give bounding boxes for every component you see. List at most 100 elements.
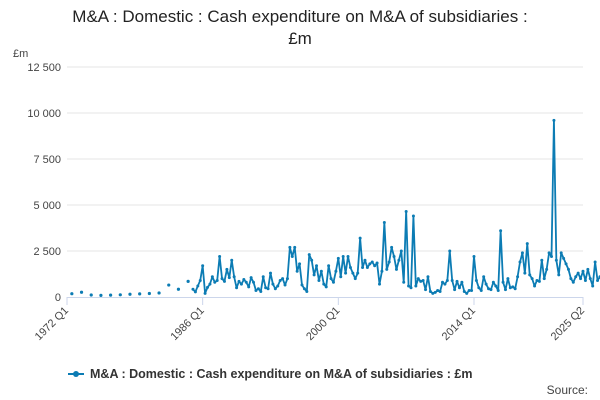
data-point xyxy=(336,256,340,260)
data-point xyxy=(477,286,481,290)
data-point xyxy=(394,267,398,271)
data-point xyxy=(237,279,241,283)
data-point xyxy=(564,262,568,266)
data-point xyxy=(462,289,466,293)
data-point xyxy=(540,258,544,262)
data-point xyxy=(222,279,226,283)
data-point xyxy=(344,271,348,275)
data-point xyxy=(409,286,413,290)
data-point xyxy=(370,260,374,264)
data-point xyxy=(310,258,314,262)
data-point xyxy=(414,284,418,288)
data-point xyxy=(266,287,270,291)
data-point xyxy=(109,293,113,297)
data-point xyxy=(501,280,505,284)
data-point xyxy=(322,282,326,286)
data-point xyxy=(339,275,343,279)
data-point xyxy=(385,267,389,271)
data-point xyxy=(206,285,210,289)
y-axis-ticks: 0 2 500 5 000 7 500 10 000 12 500 xyxy=(27,62,61,304)
data-point xyxy=(227,276,231,280)
data-point xyxy=(213,280,217,284)
data-point xyxy=(348,266,352,270)
data-point xyxy=(252,280,256,284)
data-point xyxy=(518,260,522,264)
data-point xyxy=(167,283,171,287)
data-point xyxy=(193,290,197,294)
data-point xyxy=(186,279,190,283)
data-point xyxy=(315,264,319,268)
data-point xyxy=(489,288,493,292)
legend-swatch xyxy=(68,371,84,377)
data-point xyxy=(358,236,362,240)
y-tick-label: 2 500 xyxy=(33,246,61,258)
data-point xyxy=(491,280,495,284)
data-point xyxy=(278,278,282,282)
data-point xyxy=(300,283,304,287)
x-tick-label: 2000 Q1 xyxy=(304,305,342,343)
data-point xyxy=(288,245,292,249)
data-point xyxy=(295,269,299,273)
data-point xyxy=(259,289,263,293)
legend[interactable]: M&A : Domestic : Cash expenditure on M&A… xyxy=(68,367,472,381)
data-point xyxy=(198,278,202,282)
data-point xyxy=(508,286,512,290)
data-point xyxy=(550,255,554,259)
data-point xyxy=(407,284,411,288)
data-point xyxy=(230,258,234,262)
data-point xyxy=(554,258,558,262)
data-point xyxy=(487,287,491,291)
data-point xyxy=(399,249,403,253)
data-point xyxy=(528,273,532,277)
y-tick-label: 7 500 xyxy=(33,154,61,166)
data-point xyxy=(470,289,474,293)
data-point xyxy=(511,285,515,289)
data-point xyxy=(157,291,161,295)
data-point xyxy=(537,279,541,283)
data-point xyxy=(438,289,442,293)
data-point xyxy=(404,209,408,213)
data-point xyxy=(235,286,239,290)
chart-title: M&A : Domestic : Cash expenditure on M&A… xyxy=(0,6,600,50)
x-tick-label: 2014 Q1 xyxy=(440,305,478,343)
chart-title-line-2: £m xyxy=(288,29,312,48)
data-point xyxy=(525,242,529,246)
data-point xyxy=(324,285,328,289)
data-point xyxy=(203,291,207,295)
x-tick-label: 1986 Q1 xyxy=(168,305,206,343)
data-point xyxy=(353,277,357,281)
data-point xyxy=(596,278,600,282)
data-point xyxy=(593,260,597,264)
data-point xyxy=(428,289,432,293)
data-point xyxy=(293,245,297,249)
data-point xyxy=(268,271,272,275)
data-point xyxy=(218,255,222,259)
data-point xyxy=(440,280,444,284)
data-point xyxy=(482,275,486,279)
data-point xyxy=(247,285,251,289)
data-point xyxy=(545,267,549,271)
data-point xyxy=(118,293,122,297)
data-point xyxy=(346,255,350,259)
data-point xyxy=(455,279,459,283)
data-point xyxy=(419,279,423,283)
data-point xyxy=(390,245,394,249)
data-point xyxy=(99,293,103,297)
data-point xyxy=(380,269,384,273)
data-point xyxy=(453,288,457,292)
data-point xyxy=(450,278,454,282)
data-point xyxy=(363,258,367,262)
data-point xyxy=(436,289,440,293)
data-point xyxy=(566,267,570,271)
data-point xyxy=(273,287,277,291)
data-point xyxy=(431,291,435,295)
data-point xyxy=(373,264,377,268)
data-point xyxy=(448,249,452,253)
data-point xyxy=(196,284,200,288)
data-point xyxy=(533,284,537,288)
data-point xyxy=(397,258,401,262)
data-point xyxy=(319,269,323,273)
legend-label: M&A : Domestic : Cash expenditure on M&A… xyxy=(90,367,473,381)
data-point xyxy=(433,290,437,294)
